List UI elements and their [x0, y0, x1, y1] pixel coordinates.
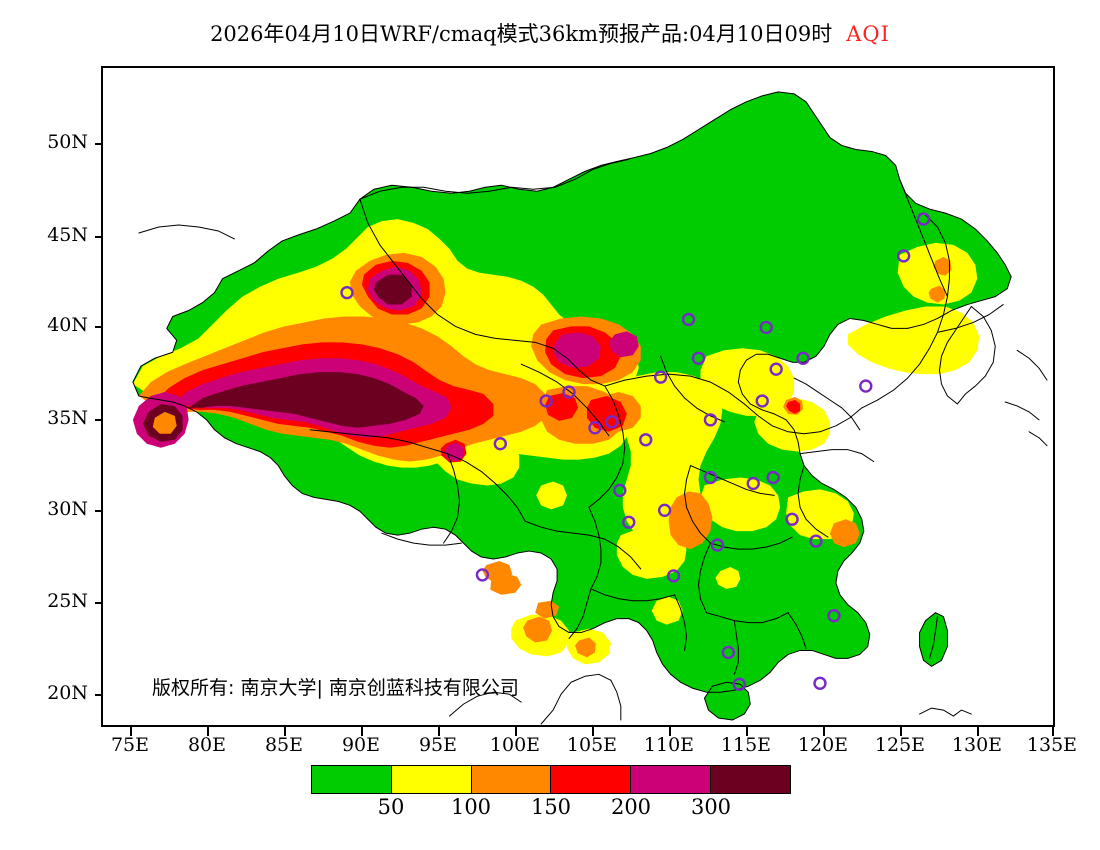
- x-tick-90e: [361, 727, 363, 736]
- station-marker: [710, 538, 725, 552]
- x-label-95e: 95E: [418, 734, 458, 756]
- station-marker: [755, 394, 769, 408]
- y-tick-30n: [95, 510, 103, 512]
- station-marker: [666, 569, 681, 583]
- title-variable: AQI: [846, 22, 890, 46]
- y-label-35n: 35N: [47, 407, 88, 429]
- station-marker: [827, 609, 841, 623]
- x-tick-110e: [669, 727, 671, 736]
- x-label-125e: 125E: [874, 734, 926, 756]
- city-station-markers: [340, 212, 931, 691]
- station-marker: [653, 370, 668, 384]
- x-tick-80e: [207, 727, 209, 736]
- aqi-colorbar[interactable]: [311, 765, 791, 794]
- station-marker: [785, 512, 799, 526]
- station-marker: [809, 534, 823, 548]
- x-tick-120e: [823, 727, 825, 736]
- station-marker: [813, 676, 827, 690]
- x-label-85e: 85E: [264, 734, 304, 756]
- y-label-45n: 45N: [47, 224, 88, 246]
- y-tick-25n: [95, 602, 103, 604]
- aqi-band-taiwan: [919, 612, 948, 667]
- x-tick-135e: [1052, 727, 1054, 736]
- china-aqi-contour-map: [132, 91, 1048, 725]
- station-marker: [859, 379, 873, 393]
- station-marker: [746, 476, 760, 491]
- station-marker: [681, 312, 696, 327]
- colorbar-label-300: 300: [690, 795, 732, 819]
- y-label-25n: 25N: [47, 590, 88, 612]
- station-marker: [539, 394, 553, 408]
- x-label-100e: 100E: [489, 734, 541, 756]
- station-marker: [691, 351, 706, 365]
- station-marker: [493, 437, 507, 451]
- y-tick-35n: [95, 419, 103, 421]
- y-label-20n: 20N: [47, 682, 88, 704]
- x-label-130e: 130E: [951, 734, 1003, 756]
- page-title: 2026年04月10日WRF/cmaq模式36km预报产品:04月10日09时 A…: [0, 18, 1100, 48]
- x-label-115e: 115E: [720, 734, 772, 756]
- y-label-50n: 50N: [47, 131, 88, 153]
- x-tick-130e: [977, 727, 979, 736]
- y-label-40n: 40N: [47, 314, 88, 336]
- x-tick-100e: [515, 727, 517, 736]
- colorbar-segment-0-50: [312, 766, 392, 793]
- colorbar-label-200: 200: [610, 795, 652, 819]
- y-tick-20n: [95, 694, 103, 696]
- x-label-135e: 135E: [1026, 734, 1078, 756]
- station-marker: [703, 470, 718, 485]
- colorbar-segment-200-300: [631, 766, 712, 793]
- x-label-80e: 80E: [187, 734, 227, 756]
- station-marker: [916, 212, 931, 226]
- x-label-90e: 90E: [341, 734, 381, 756]
- x-tick-75e: [130, 727, 132, 736]
- x-tick-85e: [284, 727, 286, 736]
- administrative-boundaries: [132, 91, 1048, 725]
- station-marker: [732, 677, 746, 691]
- map-plot-area[interactable]: [101, 66, 1055, 727]
- station-marker: [703, 413, 718, 427]
- aqi-inner-eye: [152, 411, 177, 434]
- station-marker: [622, 515, 636, 529]
- station-marker: [759, 320, 773, 335]
- colorbar-segment-50-100: [391, 766, 472, 793]
- station-marker: [588, 421, 602, 435]
- copyright-notice: 版权所有: 南京大学| 南京创蓝科技有限公司: [152, 677, 519, 699]
- aqi-band-above-300: [142, 274, 424, 442]
- x-label-120e: 120E: [797, 734, 849, 756]
- x-label-110e: 110E: [643, 734, 695, 756]
- x-tick-125e: [900, 727, 902, 736]
- station-marker: [721, 645, 736, 660]
- x-label-75e: 75E: [110, 734, 150, 756]
- colorbar-label-50: 50: [377, 795, 405, 819]
- station-marker: [475, 568, 490, 582]
- y-tick-40n: [95, 326, 103, 328]
- y-label-30n: 30N: [47, 498, 88, 520]
- station-marker: [657, 503, 672, 517]
- x-label-105e: 105E: [566, 734, 618, 756]
- colorbar-segment-above-300: [711, 766, 790, 793]
- station-marker: [613, 483, 627, 498]
- y-tick-45n: [95, 236, 103, 238]
- colorbar-segment-100-150: [471, 766, 552, 793]
- station-marker: [639, 433, 653, 447]
- station-marker: [796, 351, 810, 365]
- x-tick-105e: [592, 727, 594, 736]
- colorbar-label-150: 150: [530, 795, 572, 819]
- station-marker: [605, 415, 619, 429]
- station-marker: [896, 249, 911, 263]
- x-tick-115e: [746, 727, 748, 736]
- station-marker: [340, 285, 354, 300]
- station-marker: [769, 362, 783, 376]
- colorbar-label-100: 100: [450, 795, 492, 819]
- title-main: 2026年04月10日WRF/cmaq模式36km预报产品:04月10日09时: [210, 22, 833, 46]
- y-tick-50n: [95, 143, 103, 145]
- colorbar-segment-150-200: [551, 766, 632, 793]
- x-tick-95e: [438, 727, 440, 736]
- station-marker: [766, 470, 780, 485]
- station-marker: [562, 385, 576, 399]
